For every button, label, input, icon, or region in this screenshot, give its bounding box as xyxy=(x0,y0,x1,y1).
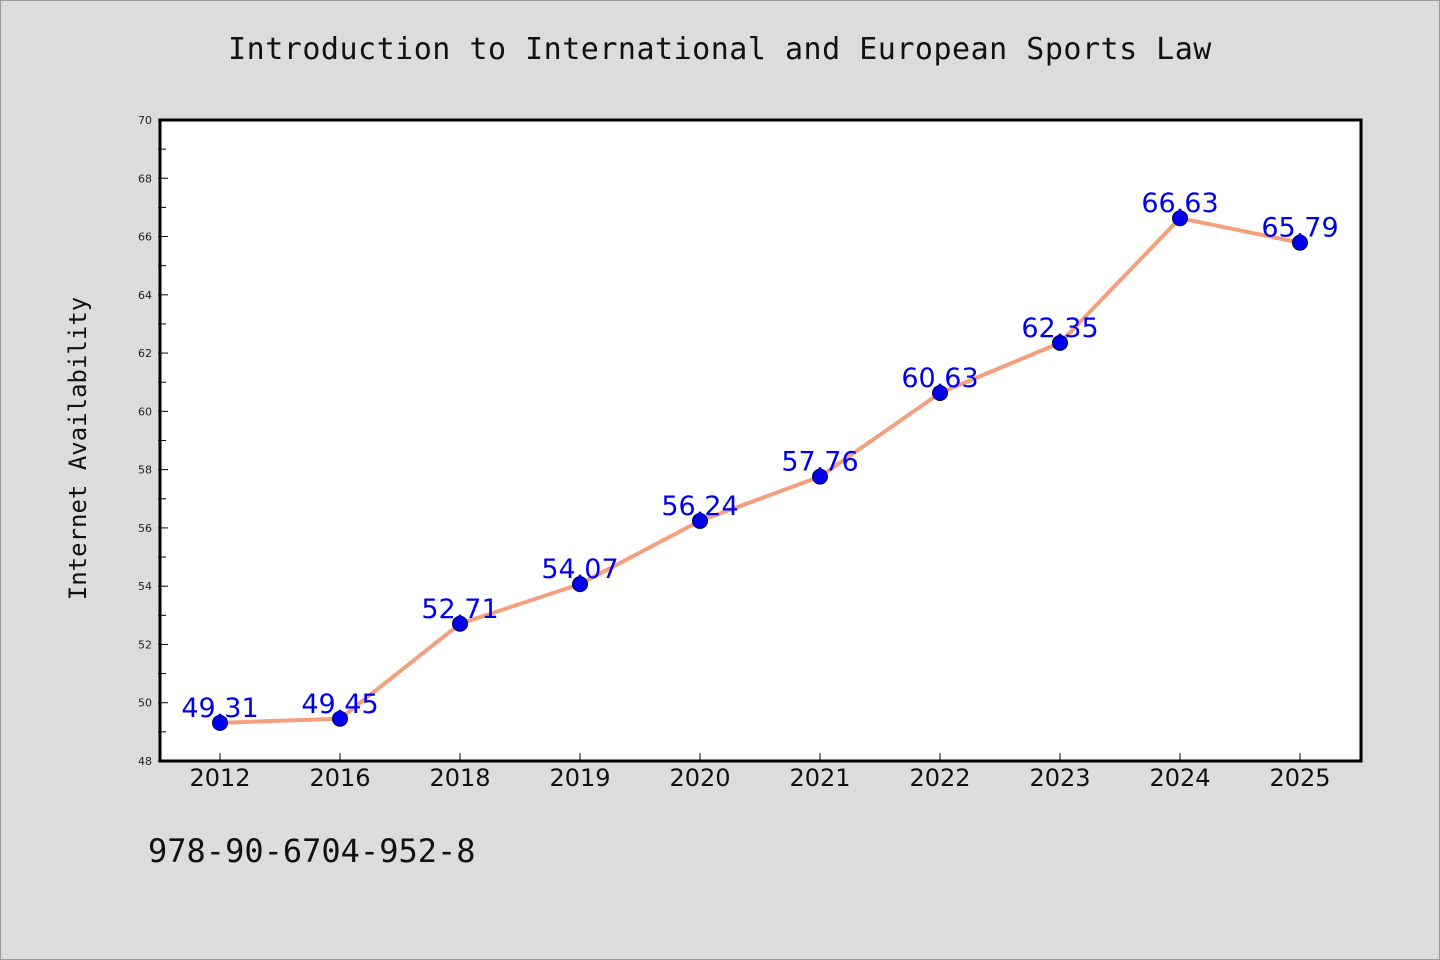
x-tick-label: 2025 xyxy=(1269,764,1330,792)
data-label: 62.35 xyxy=(1021,313,1098,344)
data-label: 66.63 xyxy=(1141,188,1218,219)
data-point xyxy=(1052,334,1068,351)
data-label: 60.63 xyxy=(901,363,978,394)
x-tick-label: 2023 xyxy=(1029,764,1090,792)
y-tick-label: 70 xyxy=(138,114,152,127)
y-tick-label: 52 xyxy=(138,638,152,651)
data-label: 57.76 xyxy=(781,447,858,478)
y-tick-label: 50 xyxy=(138,697,152,710)
y-tick-label: 48 xyxy=(138,755,152,768)
series-group: 49.31 49.45 52.71 54.07 56.24 57.76 60.63 62.35… xyxy=(181,188,1339,731)
series-line xyxy=(218,216,1302,725)
data-point xyxy=(932,385,948,402)
data-label: 56.24 xyxy=(661,491,738,522)
plot-area xyxy=(158,118,1363,763)
data-point xyxy=(572,576,588,593)
data-point xyxy=(212,714,228,731)
x-tick-label: 2016 xyxy=(309,764,370,792)
y-tick-label: 64 xyxy=(138,289,152,302)
y-tick-label: 66 xyxy=(138,231,152,244)
x-tick-label: 2021 xyxy=(789,764,850,792)
chart-title: Introduction to International and Europe… xyxy=(228,32,1212,67)
data-label: 54.07 xyxy=(541,554,618,585)
data-point xyxy=(332,710,348,727)
y-tick-label: 58 xyxy=(138,464,152,477)
data-label: 65.79 xyxy=(1261,213,1338,244)
x-tick-label: 2020 xyxy=(669,764,730,792)
y-tick-label: 60 xyxy=(138,405,152,418)
y-tick-label: 68 xyxy=(138,172,152,185)
data-point xyxy=(812,468,828,485)
data-label: 52.71 xyxy=(421,594,498,625)
y-tick-label: 54 xyxy=(138,580,152,593)
y-tick-label: 62 xyxy=(138,347,152,360)
data-point xyxy=(1172,210,1188,227)
data-label: 49.45 xyxy=(301,689,378,720)
data-point xyxy=(1292,234,1308,251)
data-point xyxy=(692,512,708,529)
data-point xyxy=(452,615,468,632)
x-tick-label: 2022 xyxy=(909,764,970,792)
isbn-caption: 978-90-6704-952-8 xyxy=(148,832,476,870)
x-tick-label: 2012 xyxy=(189,764,250,792)
x-axis-ticks: 2012 2016 2018 2019 2020 2021 2022 2023 2024 2025 xyxy=(189,753,1331,792)
y-tick-label: 56 xyxy=(138,522,152,535)
x-tick-label: 2018 xyxy=(429,764,490,792)
data-label: 49.31 xyxy=(181,693,258,724)
x-tick-label: 2019 xyxy=(549,764,610,792)
y-axis-label: Internet Availability xyxy=(64,297,92,600)
x-tick-label: 2024 xyxy=(1149,764,1210,792)
y-axis-ticks: 48 50 52 54 56 58 60 62 64 66 68 70 xyxy=(138,114,168,768)
